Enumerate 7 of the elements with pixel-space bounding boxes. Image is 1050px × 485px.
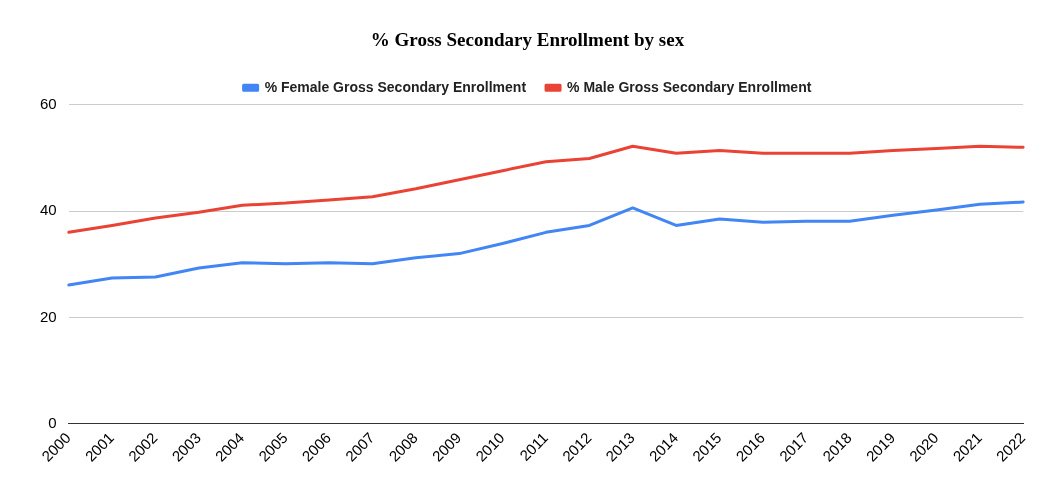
legend-label: % Male Gross Secondary Enrollment [567, 78, 812, 95]
legend-label: % Female Gross Secondary Enrollment [264, 78, 527, 95]
y-tick-label: 20 [40, 307, 57, 325]
y-tick-label: 40 [40, 201, 57, 219]
y-tick-label: 60 [40, 94, 57, 112]
y-tick-label: 0 [48, 413, 57, 431]
chart-title: % Gross Secondary Enrollment by sex [370, 29, 685, 51]
